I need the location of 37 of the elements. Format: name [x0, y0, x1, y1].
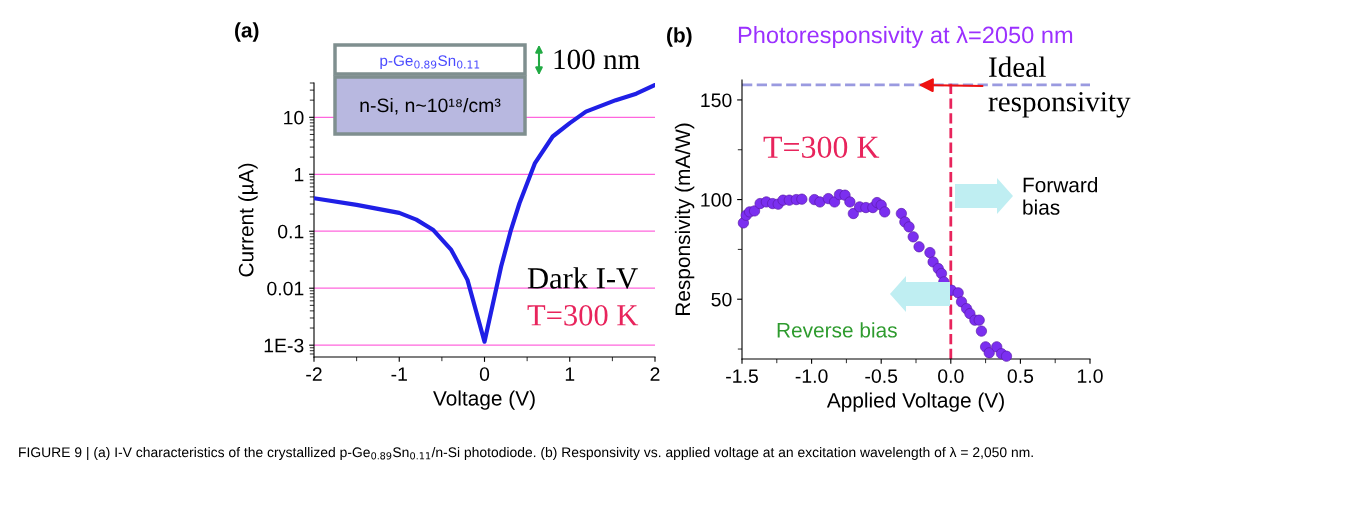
text: 100 nm [554, 49, 640, 70]
x-tick-label: 2 [650, 367, 660, 381]
x-tick-label: -1.5 [726, 369, 758, 383]
x-tick-label: -1.0 [795, 369, 828, 383]
y-tick-label: 150 [701, 93, 732, 108]
caption: FIGURE 9 | (a) I-V characteristics of the crystallized p-Ge$_{0.89}$Sn$_{0.11}$/n-Si photodiode. (b) Responsivity vs. applied voltage at an excitation wavelength of λ = 2,050 nm. [19, 447, 1033, 461]
y-tick-label: 1 [294, 167, 304, 182]
line-series [314, 83, 655, 344]
x-tick-label: -1 [391, 367, 407, 381]
annotation: Forward bias [1023, 177, 1098, 215]
x-axis-title: Voltage (V) [433, 390, 535, 410]
x-tick-label: 0 [479, 367, 490, 381]
y-tick-label: 50 [711, 292, 732, 307]
chart-title: Photoresponsivity at λ=2050 nm [738, 26, 1073, 48]
x-tick-label: -2 [306, 367, 322, 381]
annotation: T=300 K [763, 136, 880, 158]
text: (b) [667, 27, 692, 47]
x-tick-label: 0.0 [938, 369, 964, 383]
x-tick-label: -0.5 [865, 369, 898, 383]
x-tick-label: 1.0 [1077, 369, 1103, 383]
y-tick-label: 100 [701, 193, 732, 207]
y-axis-title: Current (µA) [238, 163, 258, 277]
annotation: T=300 K [527, 305, 639, 326]
ref-line-label: Ideal responsivity [988, 56, 1131, 118]
x-tick-label: 0.5 [1007, 369, 1034, 383]
y-tick-label: 1E-3 [264, 338, 304, 353]
annotation: Reverse bias [777, 322, 897, 338]
annotation: n-Si, n~10¹⁸/cm³ [360, 97, 501, 115]
annotation: Dark I-V [527, 267, 638, 289]
x-tick-label: 1 [565, 367, 575, 381]
text: p-Ge$_{0.89}$Sn$_{0.11}$ [380, 55, 480, 70]
y-axis-title: Responsivity (mA/W) [674, 123, 695, 316]
y-tick-label: 0.1 [278, 224, 304, 239]
x-axis-title: Applied Voltage (V) [826, 392, 1004, 412]
y-tick-label: 0.01 [267, 281, 304, 296]
text: (a) [235, 22, 259, 42]
y-tick-label: 10 [284, 110, 304, 125]
